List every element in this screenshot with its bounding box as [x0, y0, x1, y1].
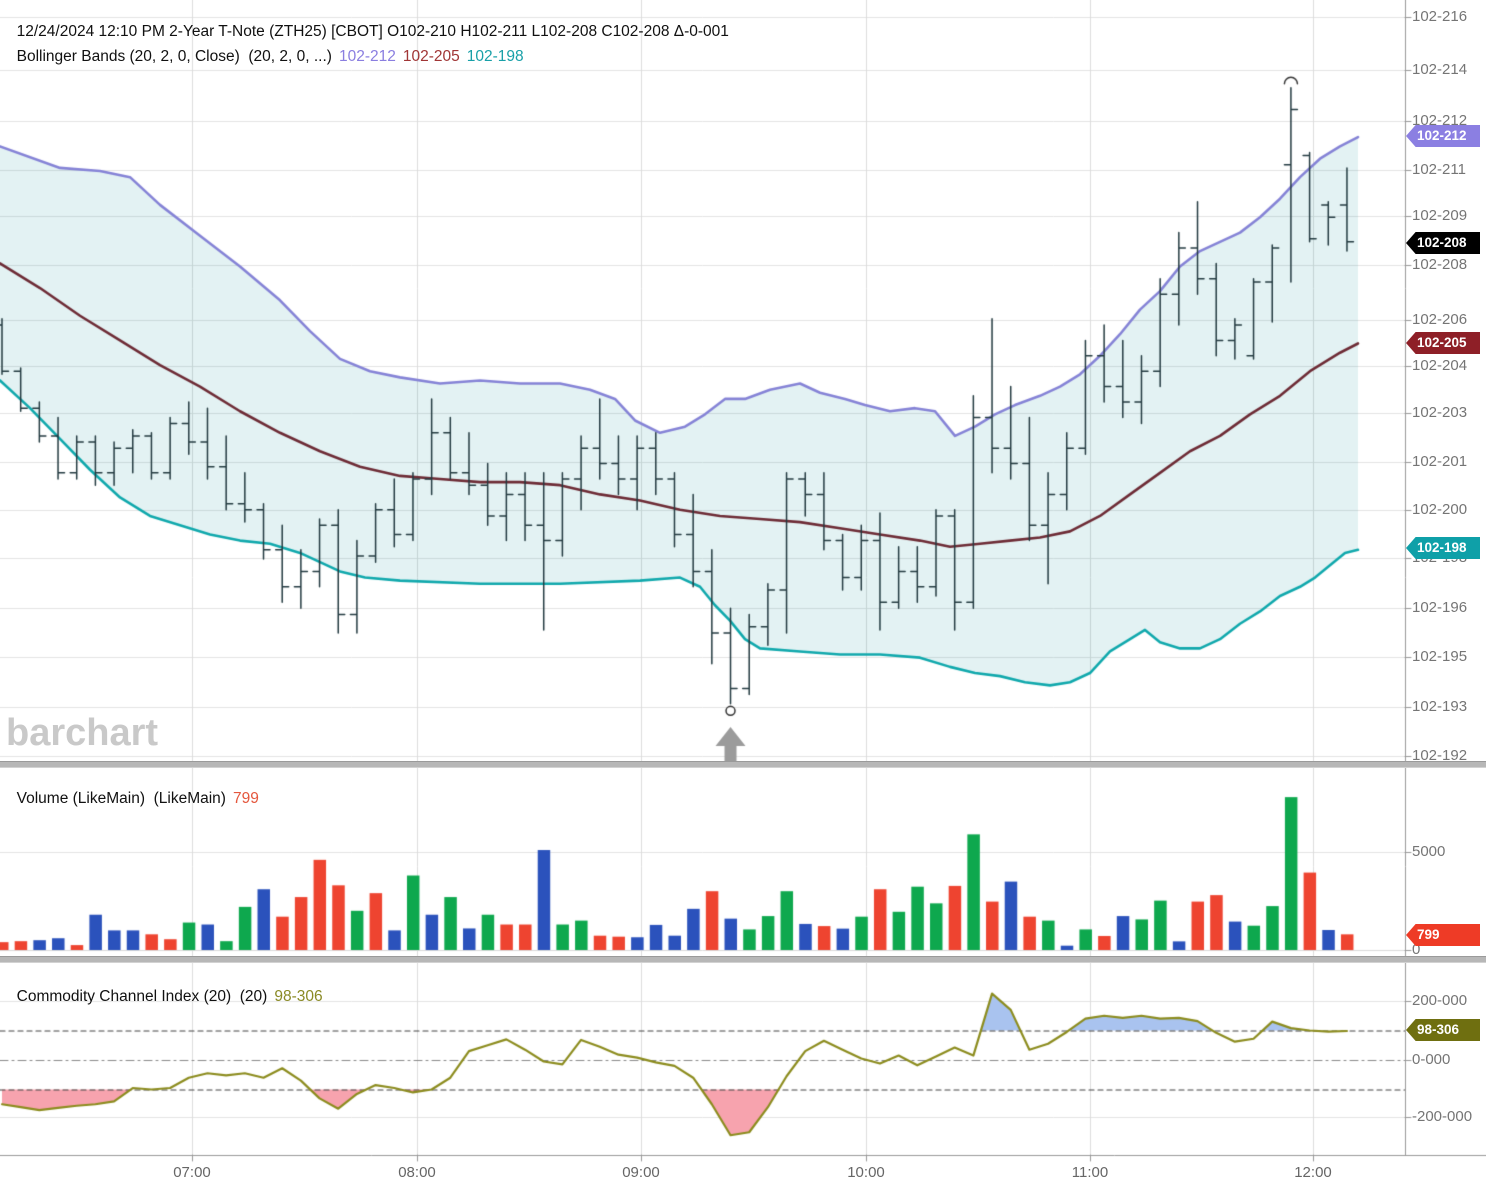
bollinger-middle-value: 102-205: [402, 48, 460, 65]
price-axis-label: 102-216: [1412, 8, 1468, 25]
cci-legend[interactable]: Commodity Channel Index (20) (20) 98-306: [8, 970, 323, 1006]
panel-divider-cci[interactable]: [0, 956, 1486, 963]
lower-band-badge: 102-198: [1406, 537, 1480, 559]
price-axis-label: 102-193: [1412, 698, 1468, 715]
volume-label: Volume (LikeMain) (LikeMain): [16, 790, 226, 807]
cci-axis-label: 200-000: [1412, 992, 1468, 1009]
volume-axis-label: 5000: [1412, 843, 1446, 860]
price-axis-label: 102-206: [1412, 311, 1468, 328]
panel-divider-volume[interactable]: [0, 761, 1486, 768]
bollinger-upper-value: 102-212: [338, 48, 396, 65]
price-axis-label: 102-196: [1412, 599, 1468, 616]
ohlc-title-text: 12/24/2024 12:10 PM 2-Year T-Note (ZTH25…: [16, 23, 729, 40]
price-axis-label: 102-192: [1412, 747, 1468, 764]
price-axis-label: 102-214: [1412, 61, 1468, 78]
cci-label: Commodity Channel Index (20) (20): [16, 988, 268, 1005]
price-axis-label: 102-208: [1412, 256, 1468, 273]
cci-value: 98-306: [274, 988, 323, 1005]
volume-legend[interactable]: Volume (LikeMain) (LikeMain) 799: [8, 772, 259, 808]
volume-value: 799: [232, 790, 259, 807]
volume-badge: 799: [1406, 924, 1480, 946]
time-axis-label: 11:00: [1071, 1164, 1109, 1181]
last-price-badge: 102-208: [1406, 232, 1480, 254]
price-axis-label: 102-201: [1412, 453, 1468, 470]
price-axis-label: 102-204: [1412, 357, 1468, 374]
bollinger-lower-value: 102-198: [466, 48, 524, 65]
upper-band-badge: 102-212: [1406, 125, 1480, 147]
time-axis-label: 09:00: [622, 1164, 660, 1181]
price-axis-label: 102-195: [1412, 648, 1468, 665]
price-axis-label: 102-203: [1412, 404, 1468, 421]
cci-axis-label: 0-000: [1412, 1051, 1451, 1068]
cci-axis-label: -200-000: [1412, 1108, 1473, 1125]
time-axis-label: 07:00: [173, 1164, 211, 1181]
time-axis-label: 12:00: [1294, 1164, 1332, 1181]
volume-axis-label: 0: [1412, 941, 1421, 958]
bollinger-legend[interactable]: Bollinger Bands (20, 2, 0, Close) (20, 2…: [8, 30, 524, 66]
time-axis-label: 08:00: [398, 1164, 436, 1181]
price-axis-label: 102-211: [1412, 161, 1466, 178]
bollinger-label: Bollinger Bands (20, 2, 0, Close) (20, 2…: [16, 48, 332, 65]
time-axis-label: 10:00: [847, 1164, 885, 1181]
price-axis-label: 102-209: [1412, 207, 1468, 224]
ohlc-title-bar: 12/24/2024 12:10 PM 2-Year T-Note (ZTH25…: [8, 5, 729, 41]
middle-band-badge: 102-205: [1406, 332, 1480, 354]
cci-badge: 98-306: [1406, 1019, 1480, 1041]
price-axis-label: 102-200: [1412, 501, 1468, 518]
price-axis-label: 102-212: [1412, 112, 1468, 129]
